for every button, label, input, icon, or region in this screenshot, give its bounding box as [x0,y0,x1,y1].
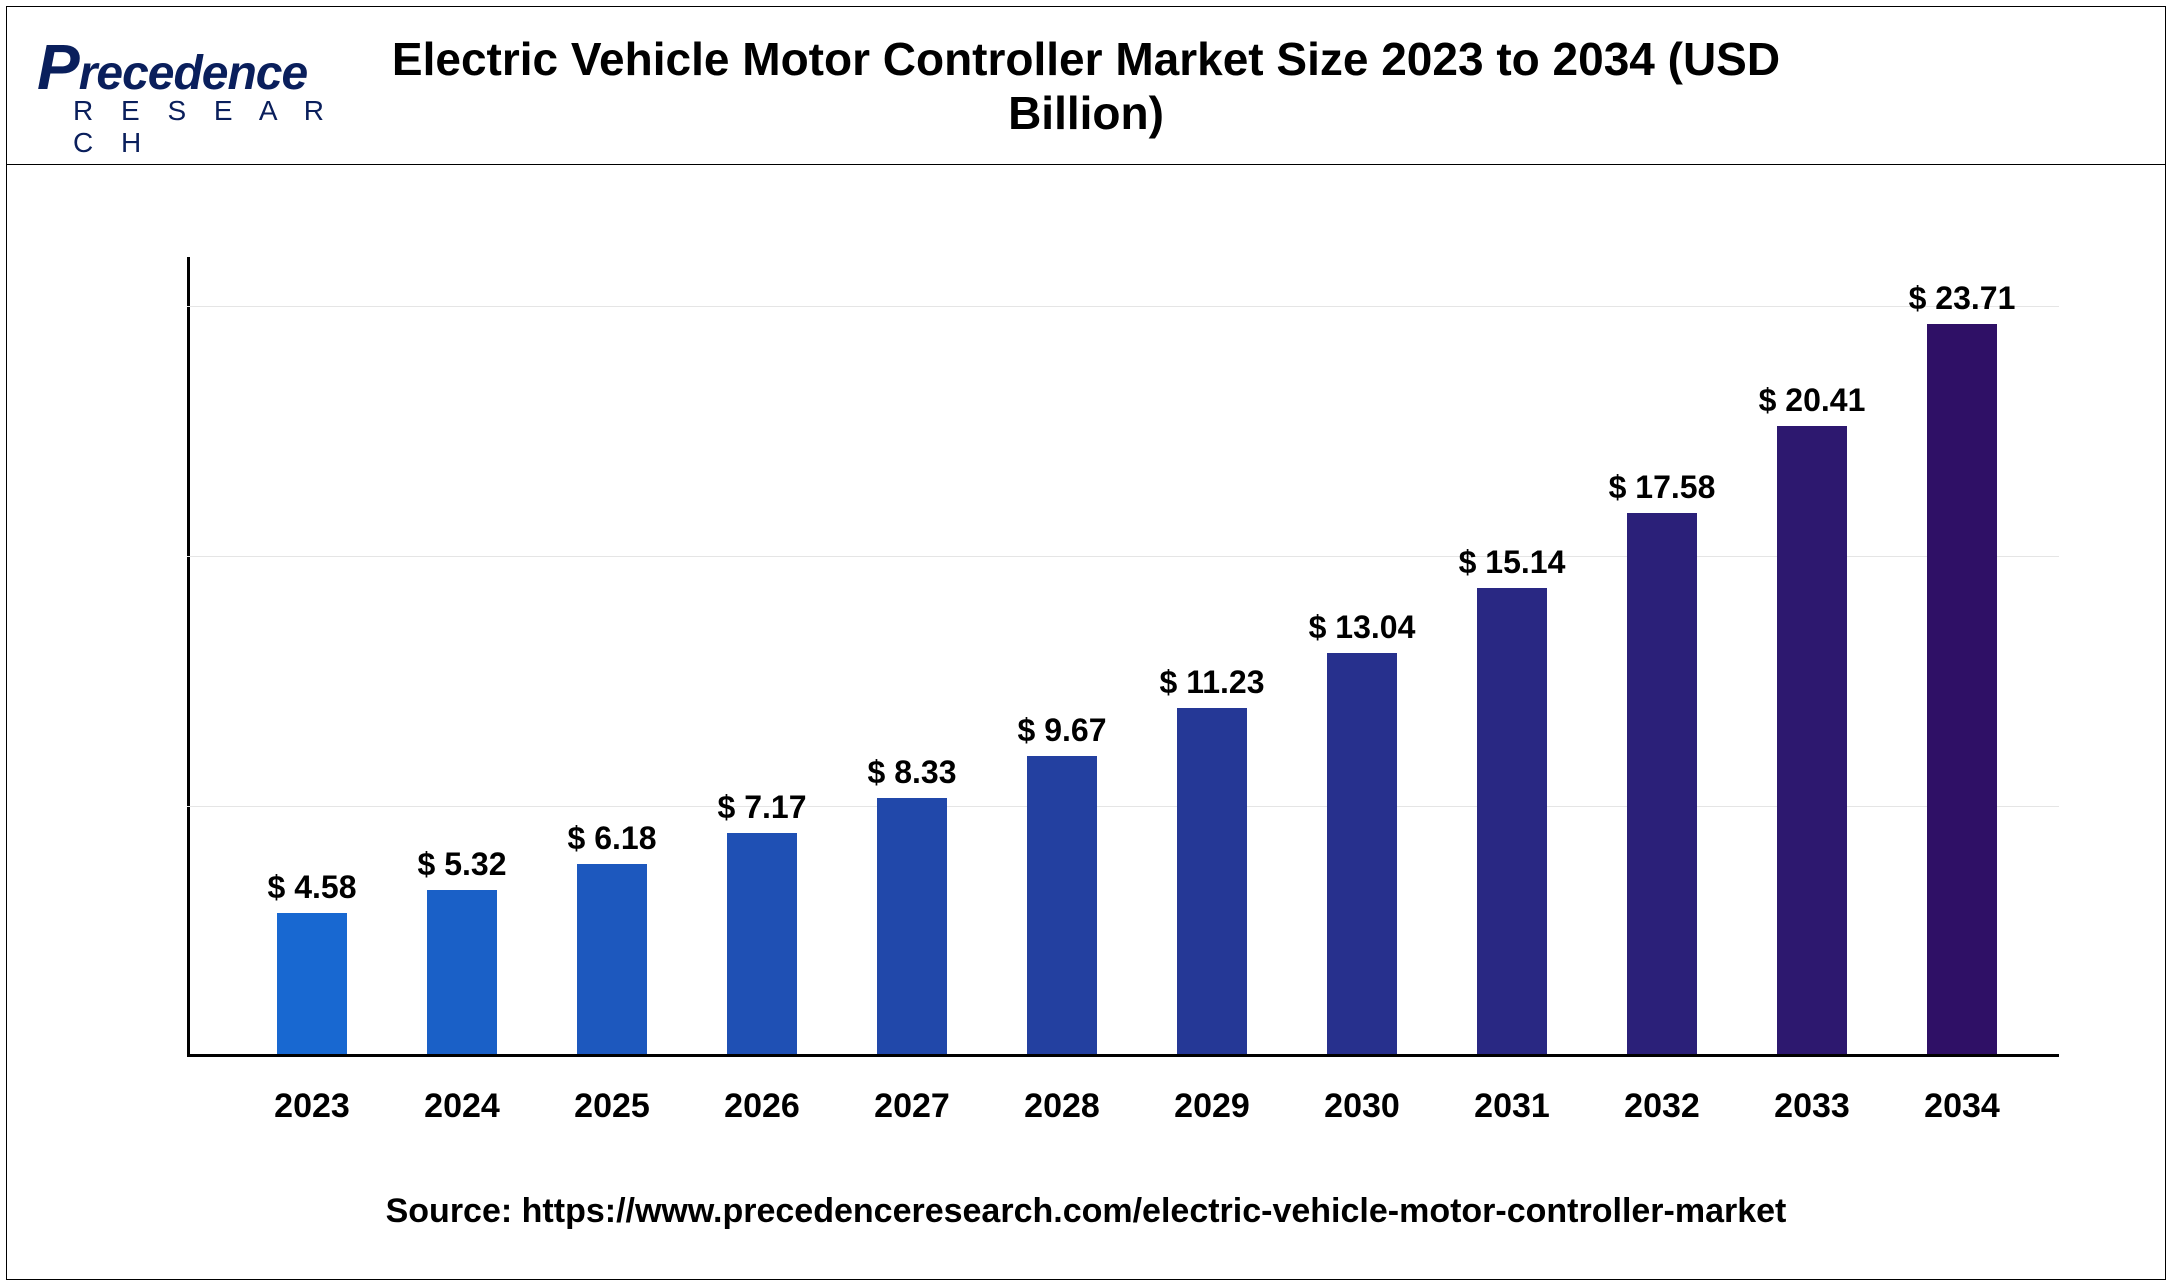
bar-slot: $ 5.32 [387,257,537,1057]
bar-slot: $ 23.71 [1887,257,2037,1057]
bar-slot: $ 13.04 [1287,257,1437,1057]
bar [727,833,797,1054]
x-tick-label: 2034 [1887,1087,2037,1126]
x-tick-label: 2030 [1287,1087,1437,1126]
bar-value-label: $ 6.18 [527,820,697,857]
x-tick-label: 2024 [387,1087,537,1126]
bar-slot: $ 11.23 [1137,257,1287,1057]
bar [1777,426,1847,1054]
bar [1477,588,1547,1054]
brand-logo-text: Precedence [37,35,377,99]
bar-value-label: $ 9.67 [977,712,1147,749]
bar [1327,653,1397,1054]
bar-value-label: $ 8.33 [827,754,997,791]
bar [277,913,347,1054]
x-tick-label: 2033 [1737,1087,1887,1126]
source-prefix: Source: [386,1192,522,1230]
x-tick-label: 2031 [1437,1087,1587,1126]
bar-value-label: $ 15.14 [1427,544,1597,581]
brand-logo-subtext: R E S E A R C H [37,95,377,159]
bar-value-label: $ 4.58 [227,869,397,906]
bar-slot: $ 4.58 [237,257,387,1057]
x-tick-label: 2028 [987,1087,1137,1126]
bar [427,890,497,1054]
bars-container: $ 4.58$ 5.32$ 6.18$ 7.17$ 8.33$ 9.67$ 11… [187,257,2057,1057]
bar [1177,708,1247,1054]
bar-value-label: $ 11.23 [1127,664,1297,701]
bar-slot: $ 15.14 [1437,257,1587,1057]
x-tick-label: 2027 [837,1087,987,1126]
bar-value-label: $ 13.04 [1277,609,1447,646]
header: Precedence R E S E A R C H Electric Vehi… [7,7,2165,165]
x-tick-label: 2025 [537,1087,687,1126]
bar-slot: $ 6.18 [537,257,687,1057]
bar [1927,324,1997,1054]
bar-slot: $ 9.67 [987,257,1137,1057]
x-tick-label: 2029 [1137,1087,1287,1126]
bar-value-label: $ 5.32 [377,846,547,883]
source-url: https://www.precedenceresearch.com/elect… [522,1192,1787,1230]
bar [1027,756,1097,1054]
bar [1627,513,1697,1054]
bar-slot: $ 20.41 [1737,257,1887,1057]
bar-slot: $ 7.17 [687,257,837,1057]
brand-logo: Precedence R E S E A R C H [37,35,377,159]
bar [577,864,647,1054]
chart-frame: Precedence R E S E A R C H Electric Vehi… [6,6,2166,1280]
brand-logo-initial: P [37,35,79,99]
bar-value-label: $ 7.17 [677,789,847,826]
bar [877,798,947,1054]
bar-value-label: $ 17.58 [1577,469,1747,506]
bar-slot: $ 17.58 [1587,257,1737,1057]
x-tick-label: 2023 [237,1087,387,1126]
bar-value-label: $ 23.71 [1877,280,2047,317]
x-tick-label: 2032 [1587,1087,1737,1126]
bar-value-label: $ 20.41 [1727,382,1897,419]
x-tick-label: 2026 [687,1087,837,1126]
source-line: Source: https://www.precedenceresearch.c… [7,1192,2165,1231]
chart-plot-area: $ 4.58$ 5.32$ 6.18$ 7.17$ 8.33$ 9.67$ 11… [187,257,2057,1057]
bar-slot: $ 8.33 [837,257,987,1057]
